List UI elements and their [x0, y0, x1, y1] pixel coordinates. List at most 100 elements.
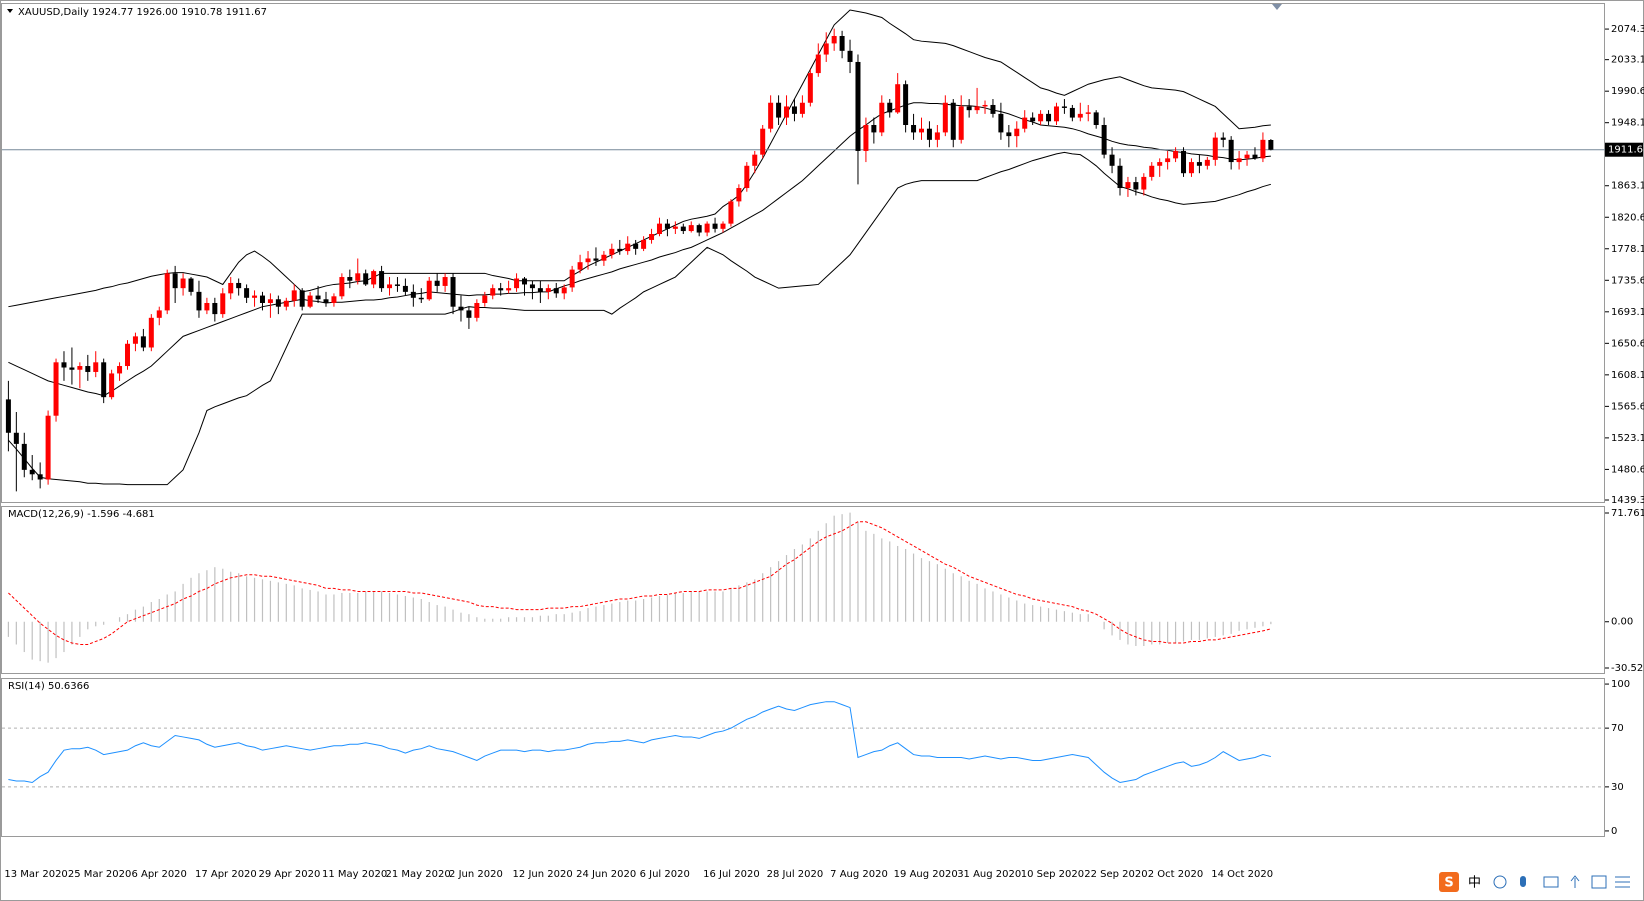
candle-body [847, 50, 853, 62]
candle-body [458, 306, 464, 311]
candle-body [664, 223, 670, 229]
candle-body [212, 302, 218, 315]
candle-body [506, 288, 512, 291]
candle-body [895, 84, 901, 113]
candle-body [704, 223, 710, 233]
ime-logo[interactable] [1439, 872, 1459, 892]
candle-body [799, 102, 805, 114]
candle-body [410, 291, 416, 298]
tray-icon[interactable] [1543, 876, 1559, 888]
macd-title: MACD(12,26,9) -1.596 -4.681 [8, 509, 155, 520]
candle-body [77, 366, 83, 370]
rsi-title: RSI(14) 50.6366 [8, 681, 89, 692]
candle-body [498, 288, 504, 291]
candle-body [1109, 154, 1115, 166]
candle-body [712, 223, 718, 229]
candle-body [283, 300, 289, 307]
candle-body [1046, 113, 1052, 122]
x-tick-label: 24 Jun 2020 [576, 869, 636, 880]
bollinger-band [8, 9, 1271, 308]
candle-body [926, 128, 932, 140]
y-tick-label: 1439.35 [1611, 495, 1644, 506]
candle-body [776, 102, 782, 118]
candle-body [1125, 182, 1131, 189]
candle-body [252, 295, 258, 298]
ime-mode[interactable]: 中 [1468, 876, 1481, 891]
tray-icon[interactable] [1520, 876, 1526, 887]
candle-body [1149, 165, 1155, 177]
candle-body [299, 290, 305, 307]
candle-body [1268, 139, 1274, 150]
candle-body [323, 299, 329, 303]
x-tick-label: 7 Aug 2020 [830, 869, 888, 880]
candle-body [125, 343, 130, 367]
tray-icon[interactable] [1615, 876, 1630, 888]
candle-body [768, 102, 774, 129]
candle-body [784, 106, 790, 118]
candle-body [863, 124, 869, 151]
candle-body [1093, 112, 1099, 125]
candle-body [561, 287, 567, 294]
candle-body [974, 106, 980, 111]
x-tick-label: 31 Aug 2020 [957, 869, 1021, 880]
candle-body [911, 124, 917, 133]
candle-body [1165, 158, 1171, 163]
candle-body [641, 239, 647, 249]
candle-body [966, 106, 972, 111]
candle-body [418, 297, 424, 300]
candle-body [585, 258, 591, 263]
candle-body [1204, 159, 1210, 166]
candle-body [204, 302, 210, 311]
candle-body [903, 84, 909, 125]
candle-body [1061, 106, 1067, 108]
y-tick-label: 1650.60 [1611, 338, 1644, 349]
tray-icon[interactable] [1493, 875, 1507, 889]
candle-body [752, 154, 758, 166]
candle-body [871, 124, 877, 133]
candle-body [545, 288, 551, 292]
candle-body [307, 295, 313, 307]
candle-body [450, 277, 456, 307]
y-tick-label: 1523.10 [1611, 433, 1644, 444]
candle-body [244, 288, 250, 298]
candle-body [140, 336, 146, 348]
shift-marker[interactable] [1272, 4, 1282, 10]
price-label-box [1605, 142, 1643, 157]
price-panel [1, 3, 1605, 503]
y-tick-label: 1693.10 [1611, 307, 1644, 318]
candle-body [1077, 113, 1083, 118]
menu-arrow[interactable] [7, 9, 13, 13]
candle-body [267, 299, 273, 303]
candle-body [93, 362, 99, 372]
y-tick-label: 1480.60 [1611, 464, 1644, 475]
candle-body [394, 284, 400, 286]
candle-body [855, 61, 861, 151]
tray-icon[interactable] [1591, 875, 1607, 889]
candle-body [371, 271, 377, 285]
candle-body [482, 295, 488, 303]
x-tick-label: 29 Apr 2020 [258, 869, 320, 880]
candle-body [887, 102, 893, 113]
candle-body [831, 36, 837, 44]
candle-body [466, 310, 472, 318]
candle-body [1022, 117, 1028, 129]
candle-body [45, 415, 51, 480]
candle-body [442, 277, 448, 286]
candle-body [101, 362, 107, 398]
candle-body [1085, 112, 1091, 114]
candle-body [156, 310, 162, 318]
candle-body [823, 43, 829, 55]
bollinger-band [8, 102, 1271, 397]
candle-body [109, 373, 115, 398]
candle-body [934, 132, 940, 140]
candle-body [1069, 107, 1075, 118]
candle-body [958, 106, 964, 140]
tray-icon[interactable] [1570, 875, 1580, 888]
x-tick-label: 17 Apr 2020 [195, 869, 257, 880]
candle-body [1220, 137, 1226, 140]
x-tick-label: 10 Sep 2020 [1021, 869, 1084, 880]
candle-body [529, 284, 535, 289]
candle-body [649, 234, 655, 240]
